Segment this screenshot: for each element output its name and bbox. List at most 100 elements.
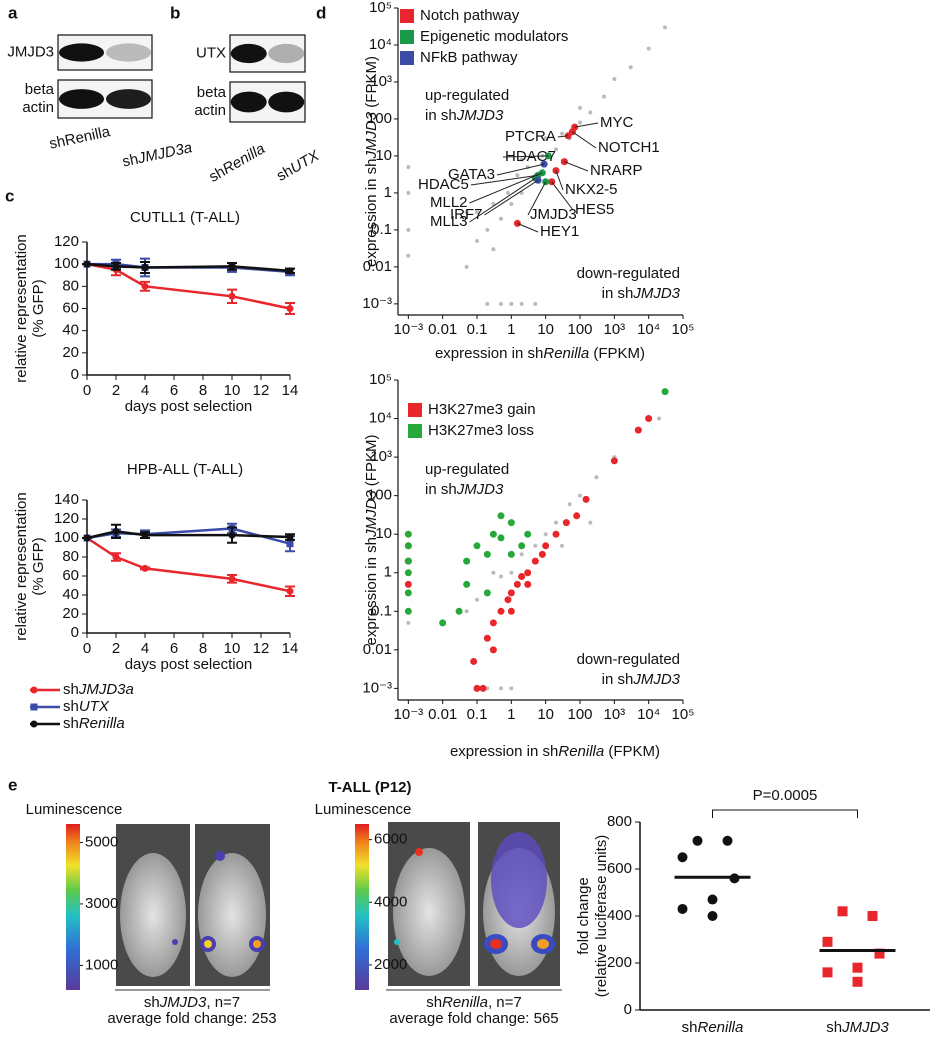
highlight-point [439,619,447,627]
leader-line [469,172,543,204]
y-tick-label: 10³ [370,448,392,465]
annotation: in shJMJD3 [425,481,504,498]
point [406,190,411,195]
text-part: sh [826,1019,842,1036]
x-tick-label: 8 [199,640,207,657]
text-part: sh [63,698,79,715]
colorbar-tick-label: 6000 [374,831,407,848]
highlight-point [473,684,481,692]
signal [253,940,261,948]
x-axis-label: days post selection [125,398,253,415]
text-part: JMJD3 [841,1019,889,1036]
highlight-point [404,542,412,550]
panel-label: c [5,186,14,205]
highlight-point [573,512,581,520]
lane-label: shUTX [274,147,323,185]
x-tick-label: 0.1 [467,706,488,723]
y-tick-label: 10⁴ [369,410,392,427]
text-part: expression in sh [435,345,543,362]
x-axis-label: expression in shRenilla (FPKM) [435,345,645,362]
x-tick-label: 100 [567,321,592,338]
lane-label: shRenilla [206,140,268,186]
point [578,493,583,498]
x-tick-label: 10⁴ [637,706,660,723]
x-tick-label: 14 [282,640,299,657]
x-tick-label: shRenilla [682,1019,744,1036]
blot-band [230,43,267,64]
blot-row-label: beta [25,81,55,98]
text-part: sh [274,162,296,185]
highlight-point [504,596,512,604]
highlight-point [479,684,487,692]
marker [228,575,236,583]
y-tick-label: 10³ [370,73,392,90]
legend-label: shRenilla [63,715,125,732]
point [578,105,583,110]
y-tick-label: 10 [375,147,392,164]
marker [141,263,149,271]
highlight-point [470,657,478,665]
annotation: down-regulated [577,265,680,282]
x-tick-label: 10³ [603,321,625,338]
point [594,475,599,480]
annotation: in shJMJD3 [425,107,504,124]
point [506,190,511,195]
x-tick-label: 8 [199,382,207,399]
blot-band [230,91,267,113]
marker [30,686,38,694]
marker [867,911,878,921]
chart-title: HPB-ALL (T-ALL) [127,461,243,478]
text-part: expression in sh [450,743,558,760]
legend-label: NFkB pathway [420,49,518,66]
x-tick-label: 6 [170,382,178,399]
y-tick-label: 0.01 [363,258,392,275]
highlight-point [524,530,532,538]
point [498,574,503,579]
text-part: JMJD3 [456,107,504,124]
marker [852,962,863,973]
text-part: sh [121,151,140,171]
point [475,239,480,244]
marker [141,531,149,539]
point-label: HEY1 [540,223,579,240]
y-tick-label: 100 [54,255,79,272]
caption: shRenilla, n=7 [426,994,521,1011]
marker [112,527,120,535]
panel-label: b [170,3,180,22]
y-tick-label: 10⁻³ [362,679,392,696]
signal [204,940,212,948]
mouse-body [120,853,186,977]
highlight-point [634,426,642,434]
y-tick-label: 10⁻³ [362,295,392,312]
point [519,157,524,162]
x-tick-label: 2 [112,382,120,399]
x-tick-label: 0 [83,382,91,399]
point [543,532,548,537]
y-tick-label: 1 [384,564,392,581]
text-part: sh [426,994,442,1011]
text-part: UTX [79,698,110,715]
text-part: (FPKM) [363,435,380,491]
highlight-point [497,512,505,520]
bracket [712,809,858,818]
x-tick-label: 10 [537,706,554,723]
legend-label: H3K27me3 gain [428,401,536,418]
highlight-point [463,580,471,588]
blot-row-label: actin [22,99,54,116]
legend-label: Notch pathway [420,7,520,24]
point-label: GATA3 [448,166,495,183]
blot-band [268,43,305,64]
mouse-body [198,853,266,977]
highlight-point [483,550,491,558]
point [663,25,668,30]
point [554,147,559,152]
text-part: JMJD3 [632,671,680,688]
signal [537,939,549,949]
point [406,165,411,170]
text-part: JMJD3a [78,681,134,698]
y-tick-label: 10⁴ [369,36,392,53]
point [657,416,662,421]
chart-title: CUTLL1 (T-ALL) [130,209,240,226]
